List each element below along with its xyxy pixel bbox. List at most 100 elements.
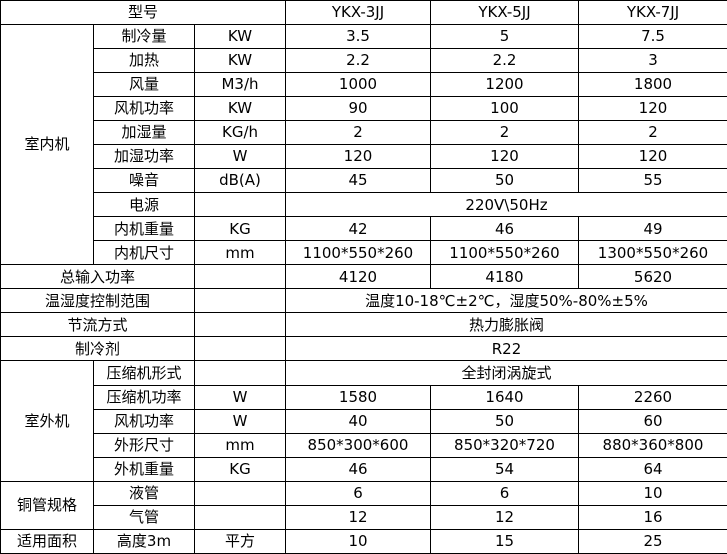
param-label: 加热	[93, 48, 195, 74]
table-row: 电源 220V\50Hz	[1, 192, 727, 218]
param-label: 外形尺寸	[93, 432, 195, 458]
param-label: 制冷量	[93, 24, 195, 50]
value-cell: 15	[430, 528, 579, 554]
param-label-throttle-mode: 节流方式	[0, 312, 195, 338]
param-label: 加湿量	[93, 120, 195, 146]
value-cell: 6	[430, 480, 579, 506]
value-cell: 7.5	[578, 24, 727, 50]
unit-cell: KW	[194, 24, 286, 50]
value-cell: 46	[430, 216, 579, 242]
value-cell: 12	[430, 504, 579, 530]
model-header-label: 型号	[0, 0, 286, 26]
value-cell: 46	[285, 456, 431, 482]
value-cell: 49	[578, 216, 727, 242]
param-label-total-input-power: 总输入功率	[0, 264, 195, 290]
unit-cell: KW	[194, 96, 286, 122]
value-cell: 6	[285, 480, 431, 506]
table-row: 内机重量 KG 42 46 49	[1, 216, 727, 242]
group-label-copper-pipe: 铜管规格	[0, 480, 94, 530]
param-label: 风量	[93, 72, 195, 98]
value-cell: 2.2	[285, 48, 431, 74]
table-row: 压缩机功率 W 1580 1640 2260	[1, 384, 727, 410]
value-cell: 2	[430, 120, 579, 146]
table-row: 室外机 压缩机形式 全封闭涡旋式	[0, 360, 727, 482]
table-row: 加湿量 KG/h 2 2 2	[1, 120, 727, 146]
value-cell: 1100*550*260	[285, 240, 431, 266]
table-row: 温湿度控制范围 温度10-18℃±2℃，湿度50%-80%±5%	[0, 288, 727, 314]
value-cell: 2260	[578, 384, 727, 410]
unit-cell: W	[194, 144, 286, 170]
param-label: 内机尺寸	[93, 240, 195, 266]
value-cell: 2	[578, 120, 727, 146]
param-label: 压缩机功率	[93, 384, 195, 410]
table-row: 外机重量 KG 46 54 64	[1, 456, 727, 482]
param-label: 内机重量	[93, 216, 195, 242]
value-cell: 16	[578, 504, 727, 530]
param-label-temp-humidity-range: 温湿度控制范围	[0, 288, 195, 314]
value-cell: 5	[430, 24, 579, 50]
param-label: 压缩机形式	[93, 360, 195, 386]
table-row: 节流方式 热力膨胀阀	[0, 312, 727, 338]
group-label-applicable-area: 适用面积	[0, 528, 94, 554]
value-cell: 55	[578, 168, 727, 194]
unit-cell: M3/h	[194, 72, 286, 98]
param-label: 加湿功率	[93, 144, 195, 170]
value-cell: 25	[578, 528, 727, 554]
table-row: 总输入功率 4120 4180 5620	[0, 264, 727, 290]
value-cell: 1300*550*260	[578, 240, 727, 266]
unit-cell: W	[194, 384, 286, 410]
unit-cell	[194, 360, 286, 386]
merged-value-cell: 220V\50Hz	[285, 192, 727, 218]
value-cell: 12	[285, 504, 431, 530]
value-cell: 45	[285, 168, 431, 194]
value-cell: 40	[285, 408, 431, 434]
value-cell: 880*360*800	[578, 432, 727, 458]
model-name: YKX-3JJ	[285, 0, 431, 26]
model-name: YKX-7JJ	[578, 0, 727, 26]
value-cell: 4180	[430, 264, 579, 290]
group-label-outdoor-unit: 室外机	[0, 360, 94, 482]
param-label-refrigerant: 制冷剂	[0, 336, 195, 362]
value-cell: 1640	[430, 384, 579, 410]
value-cell: 10	[285, 528, 431, 554]
table-row: 风量 M3/h 1000 1200 1800	[1, 72, 727, 98]
unit-cell: W	[194, 408, 286, 434]
unit-cell	[194, 264, 286, 290]
value-cell: 100	[430, 96, 579, 122]
unit-cell: dB(A)	[194, 168, 286, 194]
value-cell: 120	[578, 144, 727, 170]
param-label: 风机功率	[93, 408, 195, 434]
table-row: 风机功率 W 40 50 60	[1, 408, 727, 434]
param-label: 风机功率	[93, 96, 195, 122]
value-cell: 850*300*600	[285, 432, 431, 458]
value-cell: 2.2	[430, 48, 579, 74]
value-cell: 64	[578, 456, 727, 482]
value-cell: 1200	[430, 72, 579, 98]
unit-cell: KG	[194, 456, 286, 482]
param-label: 电源	[93, 192, 195, 218]
unit-cell: KG	[194, 216, 286, 242]
value-cell: 1000	[285, 72, 431, 98]
param-label: 高度3m	[93, 528, 195, 554]
table-row: 加湿功率 W 120 120 120	[1, 144, 727, 170]
unit-cell	[194, 288, 286, 314]
param-label: 液管	[93, 480, 195, 506]
value-cell: 5620	[578, 264, 727, 290]
merged-value-cell: 温度10-18℃±2℃，湿度50%-80%±5%	[285, 288, 727, 314]
unit-cell	[194, 312, 286, 338]
value-cell: 4120	[285, 264, 431, 290]
table-row: 内机尺寸 mm 1100*550*260 1100*550*260 1300*5…	[1, 240, 727, 266]
param-label: 外机重量	[93, 456, 195, 482]
merged-value-cell: R22	[285, 336, 727, 362]
table-row: 噪音 dB(A) 45 50 55	[1, 168, 727, 194]
value-cell: 3	[578, 48, 727, 74]
value-cell: 120	[430, 144, 579, 170]
value-cell: 1100*550*260	[430, 240, 579, 266]
unit-cell: 平方	[194, 528, 286, 554]
value-cell: 3.5	[285, 24, 431, 50]
table-row: 适用面积 高度3m 平方 10 15 25	[0, 528, 727, 554]
value-cell: 10	[578, 480, 727, 506]
unit-cell	[194, 336, 286, 362]
model-header-row: 型号 YKX-3JJ YKX-5JJ YKX-7JJ	[0, 0, 727, 26]
